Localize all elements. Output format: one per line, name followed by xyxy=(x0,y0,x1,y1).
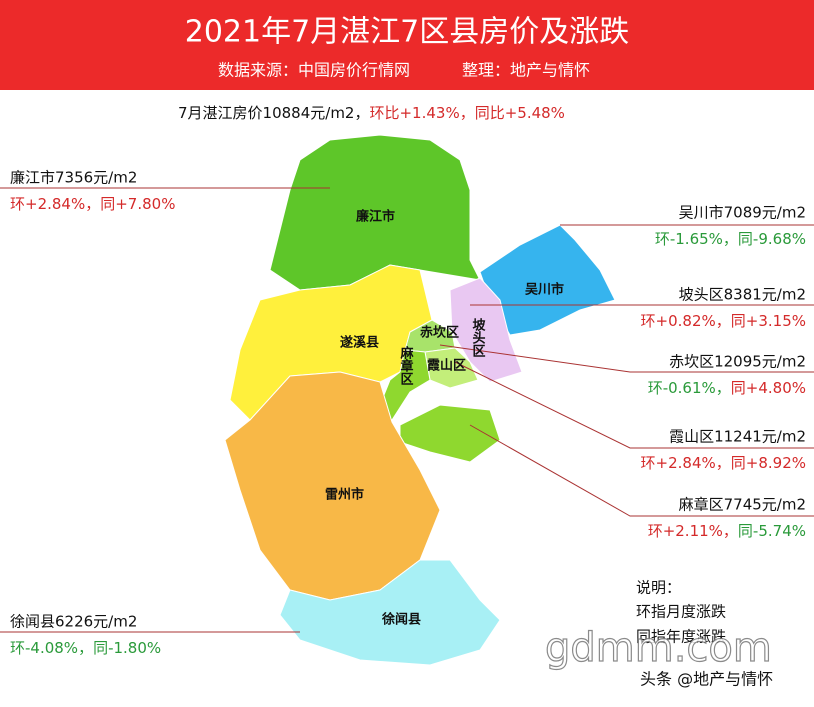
region-price: 霞山区11241元/m2 xyxy=(669,428,806,446)
leader-line xyxy=(439,344,814,373)
credit: 头条 @地产与情怀 xyxy=(640,670,773,689)
map-label: 霞山区 xyxy=(427,358,466,374)
region-mom: 环+0.82%， xyxy=(641,312,731,330)
leader-line xyxy=(469,424,814,517)
region-mom: 环+2.84%， xyxy=(641,454,731,472)
map-label: 徐闻县 xyxy=(381,612,421,628)
region-change: 环-1.65%，同-9.68% xyxy=(655,230,806,248)
region-price: 麻章区7745元/m2 xyxy=(679,496,806,514)
area-lianjiang xyxy=(269,134,481,291)
map-label: 雷州市 xyxy=(325,487,364,503)
summary-price: 7月湛江房价10884元/m2， xyxy=(178,104,369,122)
region-price: 廉江市7356元/m2 xyxy=(10,169,137,187)
area-potou xyxy=(449,277,523,383)
region-yoy: 同+4.80% xyxy=(731,379,806,397)
region-mom: 环+2.84%， xyxy=(10,195,100,213)
map-label: 廉江市 xyxy=(356,209,395,225)
region-change: 环+2.84%，同+8.92% xyxy=(641,454,806,472)
region-yoy: 同-1.80% xyxy=(93,639,161,657)
note-title: 说明： xyxy=(636,579,681,597)
map-label: 麻章区 xyxy=(398,345,415,386)
region-price: 赤坎区12095元/m2 xyxy=(669,353,806,371)
map-label: 吴川市 xyxy=(525,282,564,298)
area-xuwen xyxy=(279,559,501,666)
leader-line xyxy=(454,361,814,449)
region-mom: 环+2.11%， xyxy=(648,522,738,540)
region-yoy: 同+7.80% xyxy=(100,195,175,213)
header-editor: 整理：地产与情怀 xyxy=(462,61,590,80)
region-change: 环-0.61%，同+4.80% xyxy=(648,379,806,397)
map-shapes xyxy=(224,134,616,666)
map-label: 遂溪县 xyxy=(340,335,379,351)
region-price: 坡头区8381元/m2 xyxy=(679,286,806,304)
region-yoy: 同-9.68% xyxy=(738,230,806,248)
region-change: 环+2.84%，同+7.80% xyxy=(10,195,175,213)
leader-lines xyxy=(0,187,814,633)
region-price: 徐闻县6226元/m2 xyxy=(10,613,137,631)
watermark: gdmm.com xyxy=(545,625,772,671)
header-source: 数据来源：中国房价行情网 xyxy=(218,61,410,80)
region-mom: 环-0.61%， xyxy=(648,379,731,397)
map-label: 坡头区 xyxy=(470,317,486,358)
region-yoy: 同+8.92% xyxy=(731,454,806,472)
area-mazhang xyxy=(377,349,431,421)
summary-mom: 环比+1.43%， xyxy=(369,104,474,122)
header-band xyxy=(0,0,814,90)
header-title: 2021年7月湛江7区县房价及涨跌 xyxy=(185,15,630,50)
region-yoy: 同+3.15% xyxy=(731,312,806,330)
note-line: 同指年度涨跌 xyxy=(636,628,726,646)
region-price: 吴川市7089元/m2 xyxy=(679,204,806,222)
region-change: 环-4.08%，同-1.80% xyxy=(10,639,161,657)
note-line: 环指月度涨跌 xyxy=(636,603,726,621)
region-change: 环+0.82%，同+3.15% xyxy=(641,312,806,330)
region-yoy: 同-5.74% xyxy=(738,522,806,540)
region-change: 环+2.11%，同-5.74% xyxy=(648,522,806,540)
region-mom: 环-1.65%， xyxy=(655,230,738,248)
summary: 7月湛江房价10884元/m2，环比+1.43%，同比+5.48% xyxy=(178,104,565,122)
map-label: 赤坎区 xyxy=(420,325,459,341)
summary-yoy: 同比+5.48% xyxy=(475,104,565,122)
region-mom: 环-4.08%， xyxy=(10,639,93,657)
